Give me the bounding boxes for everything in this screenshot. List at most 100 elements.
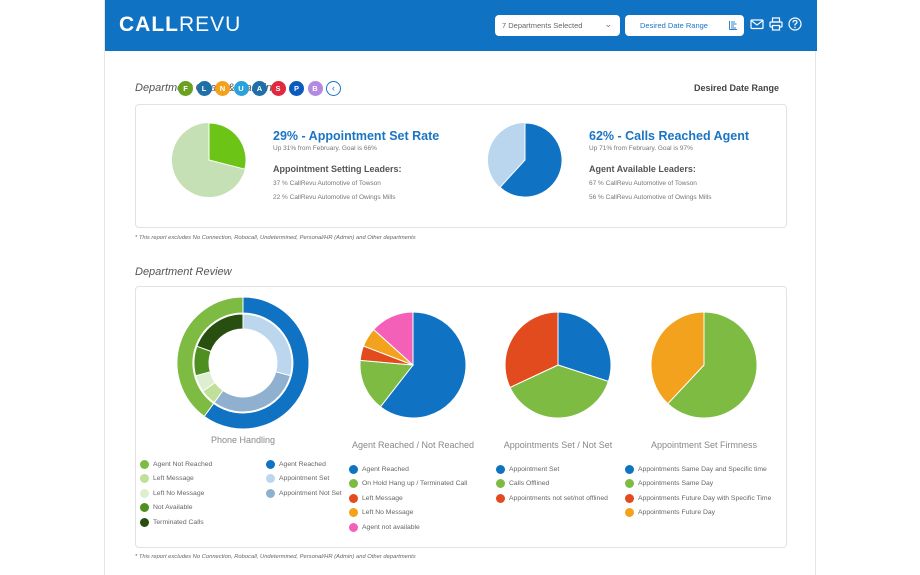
legend-item: Left No Message <box>140 486 212 501</box>
legend-item: Left Message <box>140 472 212 487</box>
review-section-title: Department Review <box>135 266 232 278</box>
legend-swatch <box>496 464 505 474</box>
review-footnote: * This report excludes No Connection, Ro… <box>135 554 416 560</box>
legend-label: Appointments Same Day <box>638 480 714 488</box>
legend-swatch <box>625 493 634 503</box>
department-dot-s[interactable]: S <box>270 81 286 96</box>
department-dot-b[interactable]: B <box>307 81 323 96</box>
legend-item: Left Message <box>349 491 467 506</box>
department-select[interactable]: 7 Departments Selected ⌄ <box>495 15 620 36</box>
goals-footnote: * This report excludes No Connection, Ro… <box>135 235 416 241</box>
help-icon[interactable] <box>788 17 802 31</box>
legend-item: Appointments not set/not offlined <box>496 491 608 506</box>
legend-label: Terminated Calls <box>153 518 204 526</box>
legend-label: Left Message <box>153 475 194 483</box>
legend-swatch <box>625 508 634 518</box>
legend-item: Appointment Not Set <box>266 486 342 501</box>
agent-reached-pie <box>359 311 467 419</box>
department-dot-n[interactable]: N <box>215 81 230 96</box>
appointment-firmness-legend: Appointments Same Day and Specific time … <box>625 462 771 520</box>
phone-handling-legend-right: Agent Reached Appointment Set Appointmen… <box>266 457 342 501</box>
legend-swatch <box>266 474 275 484</box>
legend-item: Appointment Set <box>266 472 342 487</box>
agent-leader-2: 56 % CallRevu Automotive of Owings Mills <box>589 194 712 201</box>
legend-item: On Hold Hang up / Terminated Call <box>349 477 467 492</box>
goals-card: 29% - Appointment Set Rate Up 31% from F… <box>135 104 787 228</box>
department-dot-p[interactable]: P <box>289 81 304 96</box>
selected-date-range: Desired Date Range <box>693 83 779 93</box>
legend-item: Calls Offlined <box>496 477 608 492</box>
legend-item: Agent Reached <box>266 457 342 472</box>
legend-label: Appointment Set <box>279 475 330 483</box>
logo[interactable]: CALLREVU <box>119 13 241 37</box>
legend-label: Agent Not Reached <box>153 460 213 468</box>
legend-item: Appointments Future Day with Specific Ti… <box>625 491 771 506</box>
legend-swatch <box>266 488 275 498</box>
dashboard-frame: CALLREVU 7 Departments Selected ⌄ Desire… <box>104 0 817 575</box>
legend-label: Calls Offlined <box>509 480 550 488</box>
legend-label: Appointment Not Set <box>279 489 342 497</box>
legend-label: Agent Reached <box>362 465 409 473</box>
legend-label: Not Available <box>153 504 193 512</box>
legend-label: Left No Message <box>362 509 414 517</box>
department-dot-a[interactable]: A <box>252 81 267 96</box>
legend-item: Left No Message <box>349 506 467 521</box>
appointment-firmness-pie <box>650 311 758 419</box>
legend-label: Appointments not set/not offlined <box>509 494 608 502</box>
appointments-set-title: Appointments Set / Not Set <box>503 440 613 450</box>
legend-label: Appointment Set <box>509 465 560 473</box>
calls-reached-title: 62% - Calls Reached Agent <box>589 129 750 143</box>
legend-label: Left No Message <box>153 489 205 497</box>
calls-reached-pie <box>487 122 563 198</box>
legend-item: Agent not available <box>349 520 467 535</box>
legend-swatch <box>140 474 149 484</box>
department-select-value: 7 Departments Selected <box>502 21 583 30</box>
legend-swatch <box>140 503 149 513</box>
agent-leaders-title: Agent Available Leaders: <box>589 164 696 174</box>
legend-label: Appointments Future Day <box>638 509 716 517</box>
department-dot-l[interactable]: L <box>196 81 212 96</box>
print-icon[interactable] <box>769 17 783 31</box>
appointment-leaders-title: Appointment Setting Leaders: <box>273 164 402 174</box>
department-dot-u[interactable]: U <box>233 81 249 96</box>
chevron-down-icon: ⌄ <box>604 19 612 29</box>
appointments-set-legend: Appointment Set Calls Offlined Appointme… <box>496 462 608 506</box>
legend-swatch <box>625 464 634 474</box>
review-card: Phone Handling Agent Not Reached Left Me… <box>135 286 787 548</box>
legend-swatch <box>349 522 358 532</box>
calls-reached-subtitle: Up 71% from February. Goal is 97% <box>589 145 693 152</box>
legend-swatch <box>496 493 505 503</box>
legend-label: Agent not available <box>362 523 420 531</box>
legend-label: Agent Reached <box>279 460 326 468</box>
legend-swatch <box>349 464 358 474</box>
appointment-firmness-title: Appointment Set Firmness <box>650 440 758 450</box>
appointment-rate-pie <box>171 122 247 198</box>
mail-icon[interactable] <box>750 17 764 31</box>
phone-handling-donut <box>176 296 310 430</box>
legend-item: Not Available <box>140 501 212 516</box>
legend-label: Left Message <box>362 494 403 502</box>
department-filter-dots: F L N U A S P B ‹ <box>178 81 341 96</box>
legend-swatch <box>349 479 358 489</box>
legend-item: Terminated Calls <box>140 515 212 530</box>
department-dot-f[interactable]: F <box>178 81 193 96</box>
agent-reached-title: Agent Reached / Not Reached <box>351 440 475 450</box>
legend-item: Appointment Set <box>496 462 608 477</box>
legend-swatch <box>349 508 358 518</box>
agent-leader-1: 67 % CallRevu Automotive of Towson <box>589 180 697 187</box>
appointment-rate-subtitle: Up 31% from February. Goal is 66% <box>273 145 377 152</box>
legend-swatch <box>140 517 149 527</box>
legend-label: On Hold Hang up / Terminated Call <box>362 480 468 488</box>
chevron-left-icon[interactable]: ‹ <box>326 81 341 96</box>
legend-swatch <box>496 479 505 489</box>
phone-handling-title: Phone Handling <box>210 435 276 445</box>
date-range-button[interactable]: Desired Date Range <box>625 15 744 36</box>
agent-reached-legend: Agent Reached On Hold Hang up / Terminat… <box>349 462 467 535</box>
logo-bold: CALL <box>119 13 179 36</box>
legend-swatch <box>266 459 275 469</box>
legend-swatch <box>140 459 149 469</box>
legend-swatch <box>140 488 149 498</box>
phone-handling-legend-left: Agent Not Reached Left Message Left No M… <box>140 457 212 530</box>
appointments-set-pie <box>504 311 612 419</box>
legend-item: Appointments Same Day and Specific time <box>625 462 771 477</box>
